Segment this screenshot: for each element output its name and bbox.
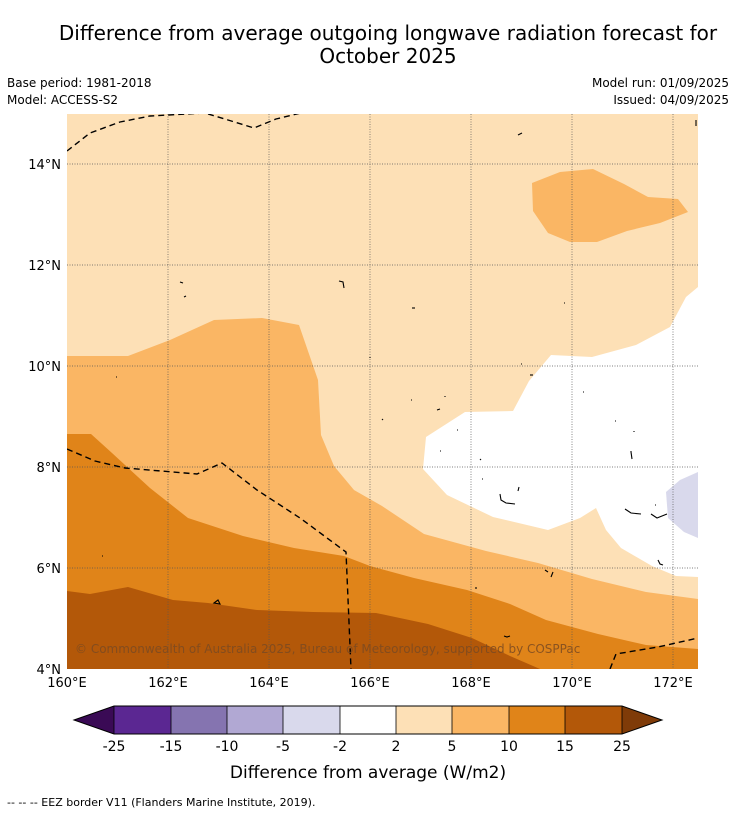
lat-label: 4°N xyxy=(37,663,62,678)
colorbar-ticks: -25 -15 -10 -5 -2 2 5 10 15 25 xyxy=(103,739,631,755)
model-text: Model: ACCESS-S2 xyxy=(7,93,119,107)
title-line-2: October 2025 xyxy=(319,44,457,68)
colorbar-segment xyxy=(565,706,622,734)
colorbar-segment xyxy=(509,706,565,734)
footnote: -- -- -- EEZ border V11 (Flanders Marine… xyxy=(7,796,316,809)
lon-labels: 160°E 162°E 164°E 166°E 168°E 170°E 172°… xyxy=(47,676,693,691)
lat-labels: 14°N 12°N 10°N 8°N 6°N 4°N xyxy=(28,158,61,678)
colorbar-tick: -25 xyxy=(103,739,126,755)
lon-label: 162°E xyxy=(148,676,188,691)
map-title: Difference from average outgoing longwav… xyxy=(20,22,736,68)
lon-label: 168°E xyxy=(451,676,491,691)
colorbar-tick: 2 xyxy=(392,739,401,755)
copyright-text: © Commonwealth of Australia 2025, Bureau… xyxy=(75,642,580,656)
lon-label: 172°E xyxy=(653,676,693,691)
colorbar: -25 -15 -10 -5 -2 2 5 10 15 25 Differenc… xyxy=(72,705,664,783)
colorbar-segment xyxy=(340,706,396,734)
lat-label: 12°N xyxy=(28,259,61,274)
lon-label: 164°E xyxy=(249,676,289,691)
region-15-25 xyxy=(67,587,540,669)
colorbar-segment xyxy=(396,706,452,734)
colorbar-tick: -5 xyxy=(276,739,290,755)
colorbar-arrow-low xyxy=(74,706,114,734)
lon-label: 166°E xyxy=(350,676,390,691)
colorbar-segment xyxy=(227,706,283,734)
colorbar-arrow-high xyxy=(622,706,662,734)
colorbar-segment xyxy=(114,706,171,734)
map-area xyxy=(67,114,698,669)
meta-left: Base period: 1981-2018 Model: ACCESS-S2 xyxy=(7,75,152,109)
colorbar-tick: -2 xyxy=(333,739,347,755)
islands xyxy=(102,120,697,638)
lon-label: 170°E xyxy=(552,676,592,691)
colorbar-segment xyxy=(171,706,227,734)
colorbar-segment xyxy=(452,706,509,734)
graticule xyxy=(67,114,698,669)
meta-right: Model run: 01/09/2025 Issued: 04/09/2025 xyxy=(592,75,729,109)
colorbar-tick: 5 xyxy=(448,739,457,755)
region-5-10-north xyxy=(532,169,688,242)
issued-text: Issued: 04/09/2025 xyxy=(613,93,729,107)
colorbar-tick: -15 xyxy=(160,739,183,755)
region-neg5-neg2 xyxy=(666,472,698,538)
colorbar-tick: -10 xyxy=(216,739,239,755)
colorbar-segment xyxy=(283,706,340,734)
lat-label: 14°N xyxy=(28,158,61,173)
colorbar-title: Difference from average (W/m2) xyxy=(230,763,506,783)
colorbar-tick: 15 xyxy=(556,739,574,755)
lat-label: 8°N xyxy=(37,461,62,476)
colorbar-tick: 10 xyxy=(500,739,518,755)
title-line-1: Difference from average outgoing longwav… xyxy=(58,21,718,45)
eez-border xyxy=(67,114,698,669)
lat-label: 10°N xyxy=(28,360,61,375)
colorbar-dividers xyxy=(113,706,623,734)
base-period-text: Base period: 1981-2018 xyxy=(7,76,152,90)
colorbar-tick: 25 xyxy=(613,739,631,755)
model-run-text: Model run: 01/09/2025 xyxy=(591,76,729,90)
lat-label: 6°N xyxy=(37,562,62,577)
region-near-normal xyxy=(423,287,698,577)
lon-label: 160°E xyxy=(47,676,87,691)
